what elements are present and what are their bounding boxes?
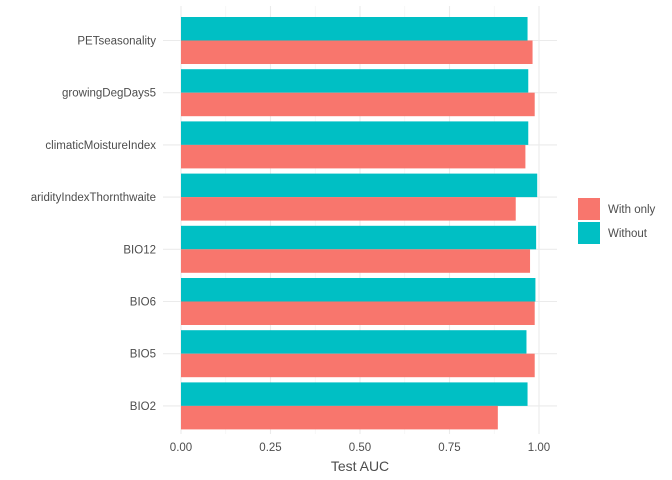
y-tick-label: aridityIndexThornthwaite <box>31 192 156 204</box>
bar-with-only-BIO2 <box>181 405 498 430</box>
y-tick-label: climaticMoistureIndex <box>45 140 156 152</box>
legend: With only Without <box>578 198 656 244</box>
legend-label: With only <box>608 204 656 216</box>
bar-without-climaticMoistureIndex <box>181 121 529 145</box>
x-tick-label: 0.25 <box>259 442 281 454</box>
y-tick-label: BIO2 <box>130 401 156 413</box>
legend-key-with-only <box>578 198 600 220</box>
bar-with-only-climaticMoistureIndex <box>181 144 526 169</box>
x-tick-label: 0.00 <box>170 442 192 454</box>
bar-with-only-aridityIndexThornthwaite <box>181 197 516 221</box>
y-tick-label: PETseasonality <box>77 36 156 48</box>
bar-without-BIO6 <box>181 278 536 302</box>
bar-without-aridityIndexThornthwaite <box>181 173 538 198</box>
bar-with-only-BIO6 <box>181 301 535 325</box>
bar-without-BIO12 <box>181 225 537 250</box>
bar-with-only-BIO12 <box>181 249 531 273</box>
bar-with-only-growingDegDays5 <box>181 92 535 117</box>
y-tick-label: BIO12 <box>123 244 156 256</box>
legend-key-without <box>578 222 600 244</box>
bar-without-BIO2 <box>181 382 528 406</box>
y-tick-label: growingDegDays5 <box>62 88 156 100</box>
y-tick-label: BIO6 <box>130 297 156 309</box>
bar-with-only-BIO5 <box>181 353 535 378</box>
x-tick-label: 1.00 <box>528 442 550 454</box>
y-tick-labels: PETseasonality growingDegDays5 climaticMoi… <box>31 36 157 413</box>
bar-with-only-PETseasonality <box>181 40 533 64</box>
legend-label: Without <box>608 228 648 240</box>
bar-without-PETseasonality <box>181 17 528 41</box>
x-axis-title: Test AUC <box>331 458 389 474</box>
x-tick-labels: 0.00 0.25 0.50 0.75 1.00 <box>170 442 550 454</box>
y-tick-label: BIO5 <box>130 349 156 361</box>
bars <box>181 17 538 430</box>
x-tick-label: 0.50 <box>349 442 371 454</box>
bar-without-BIO5 <box>181 330 527 354</box>
bar-without-growingDegDays5 <box>181 69 529 93</box>
x-tick-label: 0.75 <box>438 442 460 454</box>
